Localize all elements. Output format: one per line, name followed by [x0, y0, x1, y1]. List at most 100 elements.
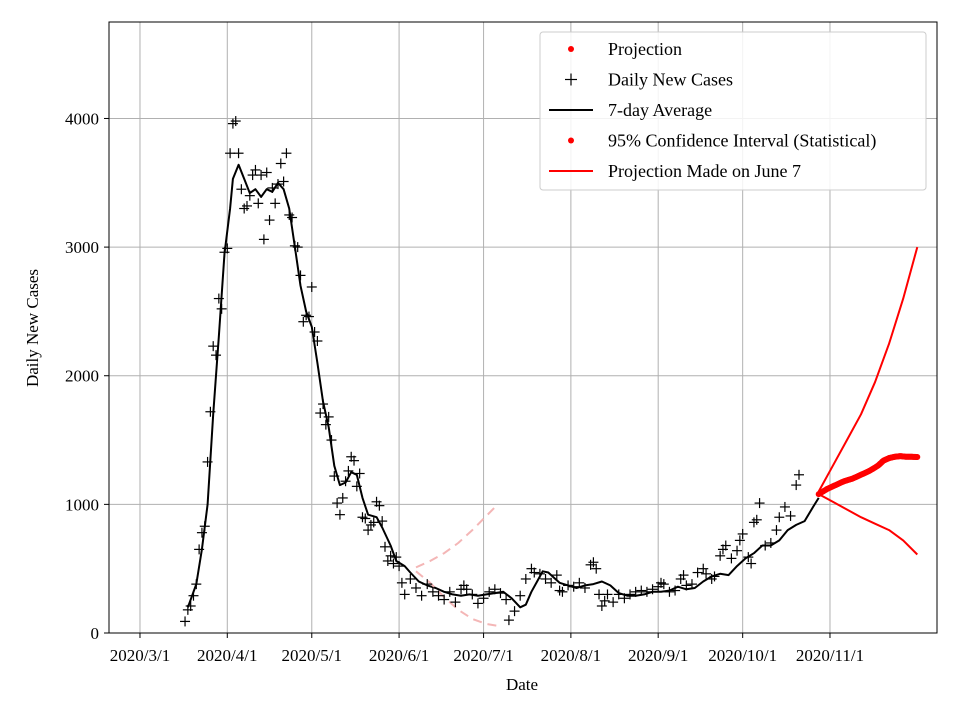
daily-case-marker	[579, 582, 590, 593]
daily-case-marker	[554, 585, 565, 596]
daily-case-marker	[557, 586, 568, 597]
daily-case-marker	[247, 170, 258, 181]
daily-case-marker	[501, 594, 512, 605]
daily-case-marker	[779, 501, 790, 512]
daily-case-marker	[771, 525, 782, 536]
daily-case-marker	[196, 527, 207, 538]
daily-case-marker	[405, 573, 416, 584]
daily-case-marker	[734, 535, 745, 546]
daily-case-marker	[563, 580, 574, 591]
daily-case-marker	[295, 270, 306, 281]
daily-case-marker	[250, 164, 261, 175]
seven-day-average-line	[186, 163, 820, 609]
daily-case-marker	[422, 579, 433, 590]
daily-case-marker	[349, 455, 360, 466]
daily-case-marker	[191, 579, 202, 590]
daily-case-marker	[709, 571, 720, 582]
legend-label: Projection Made on June 7	[608, 161, 801, 181]
daily-case-marker	[385, 550, 396, 561]
daily-case-marker	[318, 399, 329, 410]
daily-case-marker	[774, 512, 785, 523]
ticks: 2020/3/1 2020/4/1 2020/5/1 2020/6/1 2020/7/1…	[65, 109, 864, 665]
daily-case-marker	[568, 581, 579, 592]
daily-case-marker	[681, 580, 692, 591]
daily-case-marker	[439, 594, 450, 605]
x-tick-label: 2020/6/1	[369, 646, 429, 665]
y-tick-label: 1000	[65, 495, 99, 514]
daily-case-marker	[227, 118, 238, 129]
daily-case-marker	[489, 584, 500, 595]
daily-case-marker	[450, 597, 461, 608]
legend-dot-marker	[568, 46, 574, 52]
daily-case-marker	[746, 558, 757, 569]
daily-case-marker	[278, 176, 289, 187]
legend-label: 95% Confidence Interval (Statistical)	[608, 131, 876, 152]
daily-case-marker	[410, 582, 421, 593]
daily-case-marker	[323, 411, 334, 422]
x-tick-label: 2020/3/1	[110, 646, 170, 665]
legend-entry: Projection Made on June 7	[549, 161, 801, 181]
daily-case-marker	[202, 456, 213, 467]
daily-case-marker	[180, 616, 191, 627]
daily-case-marker	[205, 406, 216, 417]
daily-case-marker	[636, 585, 647, 596]
daily-case-marker	[701, 568, 712, 579]
series-layer	[186, 163, 921, 627]
legend-entry: Projection	[568, 39, 682, 59]
daily-case-marker	[540, 573, 551, 584]
daily-case-marker	[320, 419, 331, 430]
daily-case-marker	[478, 593, 489, 604]
legend-entry: 95% Confidence Interval (Statistical)	[568, 131, 876, 152]
daily-case-marker	[732, 545, 743, 556]
daily-case-marker	[267, 182, 278, 193]
daily-case-marker	[236, 184, 247, 195]
june7-projection-upper-line	[415, 503, 499, 569]
daily-case-marker	[520, 573, 531, 584]
legend-dot-marker	[568, 137, 574, 144]
daily-case-marker	[374, 500, 385, 511]
daily-case-marker	[588, 557, 599, 568]
x-tick-label: 2020/8/1	[541, 646, 601, 665]
daily-case-marker	[599, 595, 610, 606]
daily-case-marker	[394, 561, 405, 572]
daily-case-marker	[534, 568, 545, 579]
daily-case-marker	[484, 586, 495, 597]
x-tick-label: 2020/9/1	[628, 646, 688, 665]
daily-case-marker	[613, 589, 624, 600]
legend-entry: Daily New Cases	[565, 70, 733, 90]
daily-case-marker	[444, 586, 455, 597]
daily-case-marker	[594, 589, 605, 600]
daily-case-marker	[239, 203, 250, 214]
y-tick-label: 3000	[65, 238, 99, 257]
daily-case-marker	[264, 215, 275, 226]
daily-case-marker	[574, 577, 585, 588]
daily-case-marker	[309, 327, 320, 338]
daily-case-marker	[253, 198, 264, 209]
daily-case-marker	[334, 509, 345, 520]
daily-case-marker	[292, 242, 303, 253]
daily-case-marker	[416, 590, 427, 601]
daily-case-marker	[289, 240, 300, 251]
x-tick-label: 2020/5/1	[282, 646, 342, 665]
daily-case-marker	[261, 167, 272, 178]
daily-case-marker	[185, 600, 196, 611]
y-tick-label: 2000	[65, 367, 99, 386]
daily-case-marker	[602, 589, 613, 600]
daily-case-marker	[726, 553, 737, 564]
daily-case-marker	[715, 550, 726, 561]
daily-case-marker	[692, 567, 703, 578]
y-tick-label: 0	[91, 624, 100, 643]
daily-case-marker	[591, 563, 602, 574]
daily-case-marker	[794, 469, 804, 480]
daily-case-marker	[433, 590, 444, 601]
daily-case-marker	[630, 586, 641, 597]
legend-label: Projection	[608, 39, 682, 59]
daily-case-marker	[467, 589, 478, 600]
daily-case-marker	[216, 303, 227, 314]
daily-case-marker	[211, 350, 222, 361]
daily-case-marker	[275, 158, 286, 169]
daily-case-marker	[199, 521, 210, 532]
daily-case-marker	[619, 593, 630, 604]
daily-case-marker	[698, 563, 709, 574]
